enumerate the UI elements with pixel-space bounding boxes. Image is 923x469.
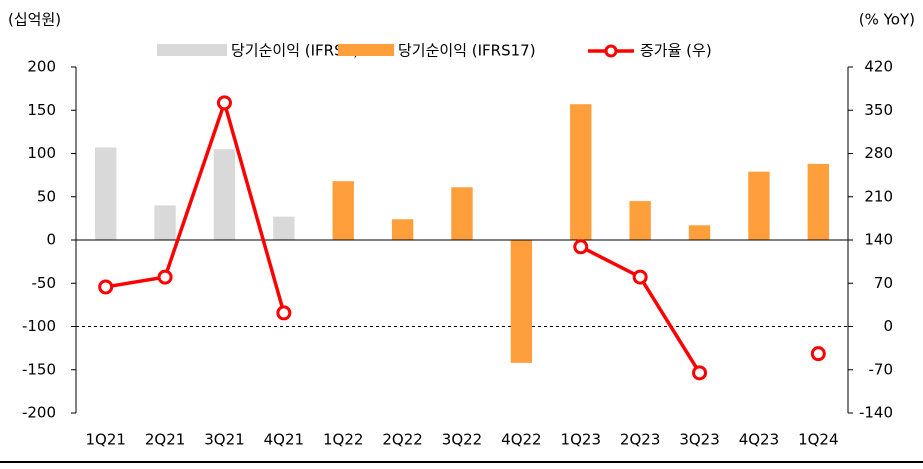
x-tick-label: 1Q24 xyxy=(798,431,838,449)
bar xyxy=(391,219,414,240)
x-tick-label: 3Q23 xyxy=(679,431,719,449)
y2-tick-label: 420 xyxy=(864,58,893,76)
bar xyxy=(451,187,473,240)
y2-tick-label: -140 xyxy=(859,404,893,422)
bar xyxy=(748,171,770,240)
bar xyxy=(154,205,176,240)
y-tick-label: 0 xyxy=(46,231,56,249)
legend-label: 당기순이익 (IFRS17) xyxy=(398,42,536,60)
y-tick-label: -150 xyxy=(22,360,56,378)
y2-tick-label: 350 xyxy=(864,101,893,119)
x-tick-label: 4Q21 xyxy=(264,431,304,449)
line-marker xyxy=(810,346,826,362)
bar xyxy=(807,163,829,240)
x-tick-label: 2Q22 xyxy=(382,431,422,449)
y2-tick-label: 140 xyxy=(864,231,893,249)
y-tick-label: -200 xyxy=(22,404,56,422)
bar xyxy=(95,147,117,240)
line-marker xyxy=(573,239,589,255)
bar xyxy=(629,201,651,240)
legend-swatch xyxy=(338,44,394,56)
y-tick-label: 50 xyxy=(37,187,56,205)
bar xyxy=(510,240,533,363)
y-tick-label: -50 xyxy=(32,274,57,292)
y2-tick-label: 210 xyxy=(864,187,893,205)
y2-tick-label: 70 xyxy=(874,274,893,292)
y-axis-label: (십억원) xyxy=(8,11,61,29)
y-tick-label: -100 xyxy=(22,317,56,335)
line-marker xyxy=(157,269,173,285)
line-marker xyxy=(692,365,708,381)
x-tick-label: 2Q23 xyxy=(620,431,660,449)
bar xyxy=(332,181,354,240)
line-marker xyxy=(276,305,292,321)
line-marker xyxy=(98,279,114,295)
bar xyxy=(688,225,711,240)
x-tick-label: 1Q23 xyxy=(561,431,601,449)
legend-marker xyxy=(604,44,618,58)
line-marker xyxy=(216,95,232,111)
y-tick-label: 150 xyxy=(27,101,56,119)
y2-tick-label: -70 xyxy=(869,360,894,378)
y2-tick-label: 280 xyxy=(864,144,893,162)
x-tick-label: 1Q22 xyxy=(323,431,363,449)
x-tick-label: 4Q22 xyxy=(501,431,541,449)
y-tick-label: 200 xyxy=(27,58,56,76)
x-tick-label: 1Q21 xyxy=(85,431,125,449)
legend-label: 증가율 (우) xyxy=(640,42,712,60)
bar xyxy=(213,149,236,240)
x-tick-label: 3Q21 xyxy=(204,431,244,449)
bar xyxy=(273,216,295,240)
legend-label: 당기순이익 (IFRS4) xyxy=(231,42,359,60)
bar xyxy=(570,104,592,240)
x-tick-label: 3Q22 xyxy=(442,431,482,449)
y-tick-label: 100 xyxy=(27,144,56,162)
y2-axis-label: (% YoY) xyxy=(859,11,915,29)
x-tick-label: 2Q21 xyxy=(145,431,185,449)
legend-swatch xyxy=(157,44,227,56)
y2-tick-label: 0 xyxy=(883,317,893,335)
x-tick-label: 4Q23 xyxy=(739,431,779,449)
line-marker xyxy=(632,269,648,285)
